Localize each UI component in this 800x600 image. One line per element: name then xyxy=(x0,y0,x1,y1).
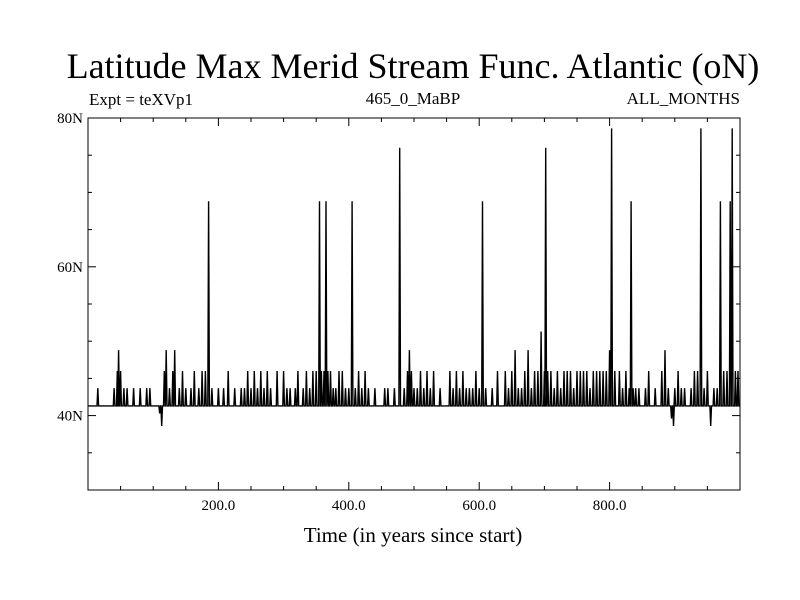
subtitle-center: 465_0_MaBP xyxy=(366,89,460,108)
tick-labels: 200.0 400.0 600.0 800.0 40N 60N 80N xyxy=(57,111,626,514)
y-tick-label: 60N xyxy=(57,260,83,276)
y-tick-label: 40N xyxy=(57,409,83,425)
series-line-latitude xyxy=(88,128,740,427)
chart-title: Latitude Max Merid Stream Func. Atlantic… xyxy=(67,46,760,86)
y-ticks xyxy=(88,154,740,454)
x-tick-label: 600.0 xyxy=(462,498,496,514)
x-tick-label: 200.0 xyxy=(202,498,236,514)
y-tick-label: 80N xyxy=(57,111,83,127)
plot-frame xyxy=(87,117,741,491)
subtitle-left: Expt = teXVp1 xyxy=(89,90,193,109)
x-axis-label: Time (in years since start) xyxy=(304,523,523,547)
x-ticks xyxy=(120,118,708,490)
x-tick-label: 400.0 xyxy=(332,498,366,514)
subtitle-right: ALL_MONTHS xyxy=(627,89,740,108)
x-tick-label: 800.0 xyxy=(593,498,627,514)
